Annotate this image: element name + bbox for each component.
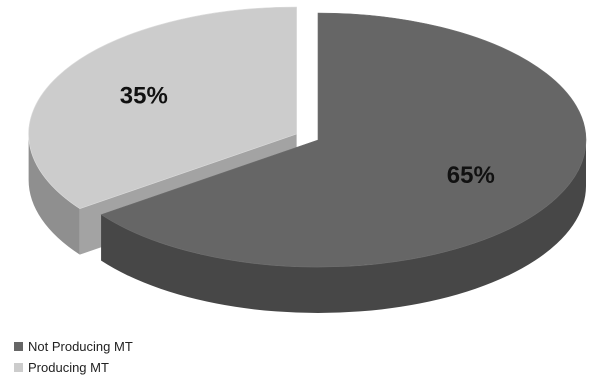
slice-wall-producing: [28, 134, 80, 255]
data-label-producing: 35%: [120, 82, 168, 109]
slice-producing: [28, 6, 297, 209]
legend-item-producing: Producing MT: [14, 357, 133, 378]
legend-label-producing: Producing MT: [28, 360, 109, 375]
legend-item-not-producing: Not Producing MT: [14, 336, 133, 357]
legend-swatch-producing: [14, 363, 23, 372]
slice-not-producing: [100, 12, 587, 268]
legend-swatch-not-producing: [14, 342, 23, 351]
pie-slices: [28, 6, 587, 313]
data-label-not-producing: 65%: [447, 162, 495, 189]
slice-wall-not-producing: [101, 140, 587, 313]
legend: Not Producing MT Producing MT: [14, 336, 133, 378]
legend-label-not-producing: Not Producing MT: [28, 339, 133, 354]
